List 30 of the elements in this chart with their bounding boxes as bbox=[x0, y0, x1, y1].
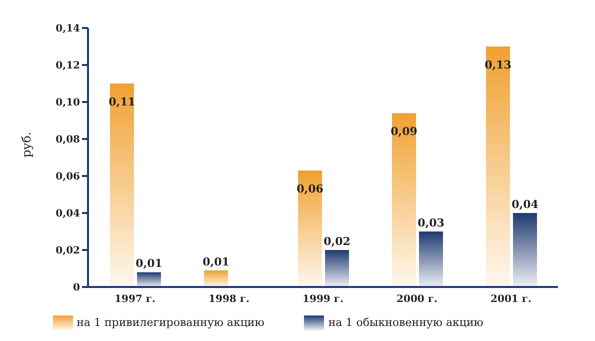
x-tick-label: 1998 г. bbox=[208, 294, 250, 306]
x-tick-label: 2001 г. bbox=[490, 294, 532, 306]
bar bbox=[419, 232, 443, 287]
bar bbox=[486, 46, 510, 287]
y-tick-label: 0,04 bbox=[56, 208, 80, 220]
y-tick-label: 0,14 bbox=[56, 24, 80, 35]
y-tick-label: 0,08 bbox=[56, 134, 80, 146]
bar bbox=[513, 213, 537, 287]
x-tick-label: 1997 г. bbox=[114, 294, 156, 306]
y-tick-label: 0,12 bbox=[56, 60, 80, 72]
x-tick-label: 2000 г. bbox=[396, 294, 438, 306]
bar bbox=[110, 84, 134, 287]
x-tick-label: 1999 г. bbox=[302, 294, 344, 306]
legend-label: на 1 обыкновенную акцию bbox=[328, 316, 484, 329]
bar bbox=[392, 113, 416, 287]
bar bbox=[137, 272, 161, 287]
y-tick-label: 0,06 bbox=[56, 172, 80, 183]
bar bbox=[325, 250, 349, 287]
data-label: 0,03 bbox=[418, 216, 444, 230]
data-label: 0,04 bbox=[512, 198, 539, 211]
y-tick-label: 0,10 bbox=[56, 98, 80, 109]
y-tick-label: 0,02 bbox=[56, 246, 80, 257]
bar bbox=[204, 270, 228, 287]
legend-label: на 1 привилегированную акцию bbox=[76, 316, 264, 329]
y-axis-title: руб. bbox=[19, 132, 34, 158]
data-label: 0,01 bbox=[202, 255, 230, 268]
bar bbox=[298, 170, 322, 287]
y-tick-label: 0 bbox=[73, 282, 80, 294]
data-label: 0,02 bbox=[324, 235, 350, 248]
data-label: 0,01 bbox=[136, 257, 162, 270]
